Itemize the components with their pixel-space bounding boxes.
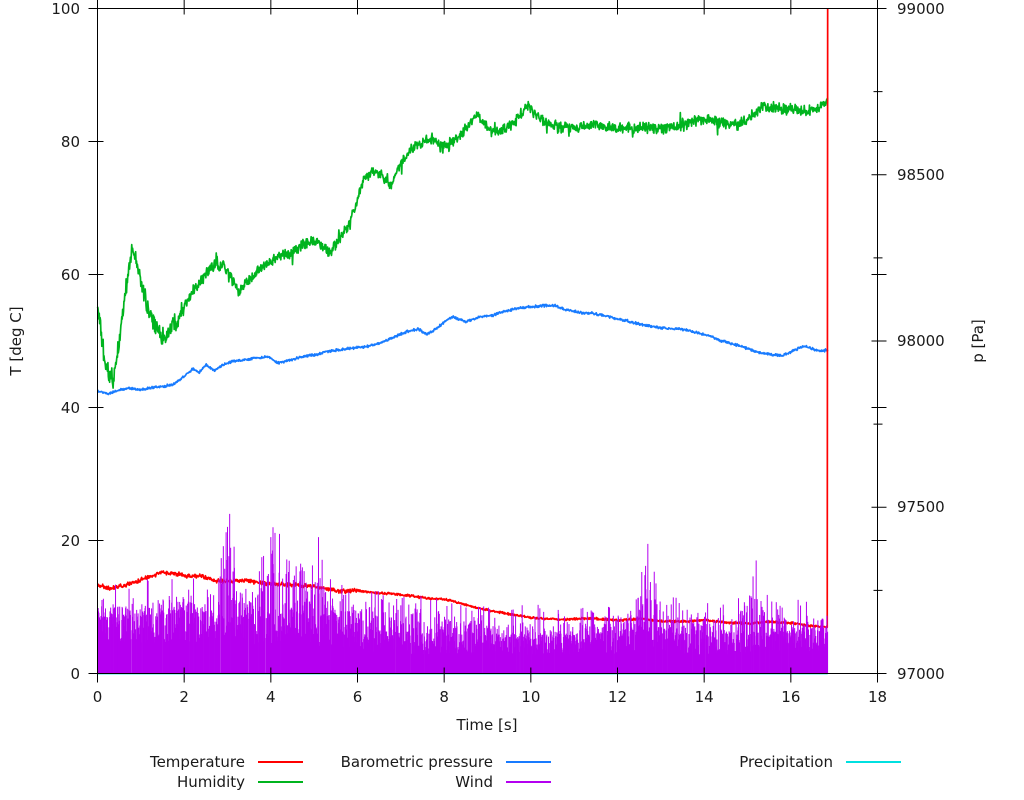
y-tick-label: 40 — [60, 398, 80, 417]
legend-swatch-line — [506, 761, 551, 763]
legend-swatch-line — [846, 761, 901, 763]
y2-tick-label: 97500 — [897, 498, 945, 517]
x-tick-label: 18 — [867, 688, 888, 706]
x-tick-label: 12 — [607, 688, 628, 706]
legend-swatch-line — [258, 761, 303, 763]
x-tick-label: 6 — [352, 688, 363, 706]
y2-tick-label: 97000 — [897, 664, 945, 683]
x-tick-label: 0 — [92, 688, 103, 706]
legend-swatch-line — [506, 781, 551, 783]
legend-item-precipitation: Precipitation — [0, 752, 1024, 772]
x-tick-label: 16 — [781, 688, 801, 706]
y2-tick-label: 98500 — [897, 165, 945, 184]
legend-item-temperature: Temperature — [0, 752, 1024, 772]
x-axis-title: Time [s] — [456, 716, 518, 734]
y2-axis-title: p [Pa] — [969, 319, 987, 363]
legend-label: Humidity — [176, 773, 245, 791]
x-tick-label: 8 — [439, 688, 449, 706]
legend-label: Wind — [455, 773, 493, 791]
legend-label: Barometric pressure — [340, 753, 493, 771]
legend-label: Temperature — [149, 753, 245, 771]
y-axis-title: T [deg C] — [7, 306, 25, 376]
y-tick-label: 20 — [60, 531, 80, 550]
legend-item-barometric-pressure: Barometric pressure — [0, 752, 1024, 772]
legend-item-humidity: Humidity — [0, 772, 1024, 792]
y-tick-label: 60 — [60, 265, 80, 284]
x-tick-label: 2 — [179, 688, 189, 706]
legend-swatch-line — [258, 781, 303, 783]
legend-item-wind: Wind — [0, 772, 1024, 792]
y2-tick-label: 98000 — [897, 332, 945, 350]
y-tick-label: 80 — [60, 132, 80, 151]
legend-label: Precipitation — [739, 753, 833, 771]
x-tick-label: 14 — [694, 688, 714, 706]
x-tick-label: 10 — [521, 688, 541, 706]
y-tick-label: 100 — [51, 0, 80, 18]
x-tick-label: 4 — [266, 688, 276, 706]
y2-tick-label: 99000 — [897, 0, 945, 18]
y-tick-label: 0 — [70, 664, 80, 683]
